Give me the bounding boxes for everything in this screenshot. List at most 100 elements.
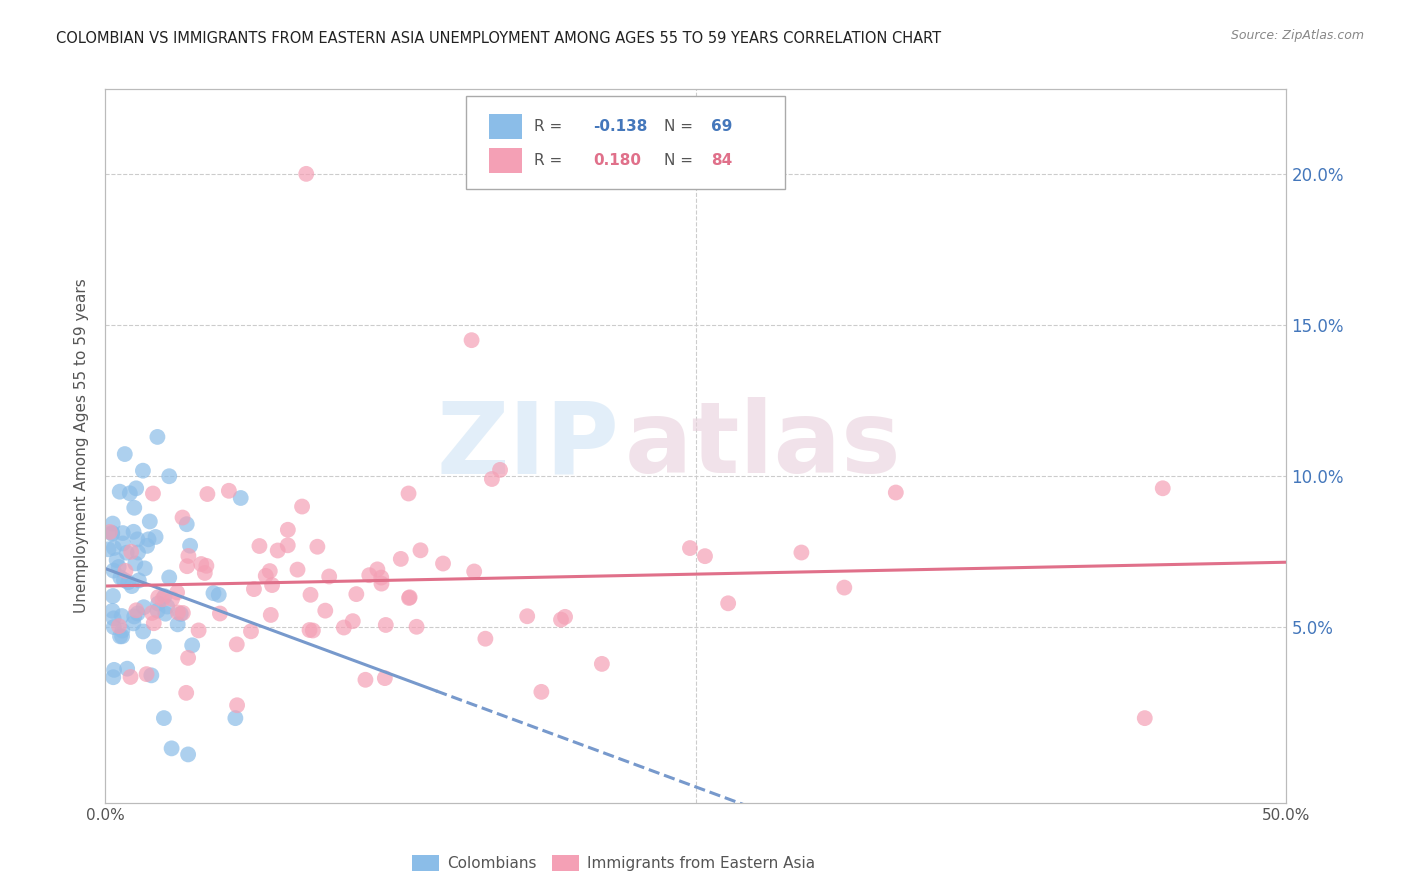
Point <box>344 587 367 601</box>
Point <box>146 430 169 444</box>
Point <box>134 561 156 575</box>
Point <box>117 575 139 590</box>
Point <box>229 491 252 505</box>
Point <box>260 607 283 622</box>
Point <box>174 686 197 700</box>
Point <box>107 560 129 574</box>
Point <box>111 536 134 550</box>
Point <box>224 711 246 725</box>
Point <box>190 557 212 571</box>
Point <box>148 590 170 604</box>
Point <box>142 486 165 500</box>
Point <box>208 607 231 621</box>
Point <box>176 559 198 574</box>
Point <box>114 564 136 578</box>
Point <box>115 546 138 560</box>
Point <box>122 524 145 539</box>
Point <box>463 565 485 579</box>
Point <box>262 578 284 592</box>
Point <box>370 570 392 584</box>
Point <box>121 579 143 593</box>
Point <box>405 620 427 634</box>
Point <box>127 545 149 559</box>
Point <box>125 603 148 617</box>
FancyBboxPatch shape <box>489 114 523 139</box>
Point <box>884 485 907 500</box>
Point <box>295 167 318 181</box>
Legend: Colombians, Immigrants from Eastern Asia: Colombians, Immigrants from Eastern Asia <box>405 849 821 877</box>
Point <box>481 472 503 486</box>
Point <box>146 597 169 611</box>
Point <box>342 614 364 628</box>
Point <box>287 563 309 577</box>
Text: R =: R = <box>534 153 562 168</box>
Point <box>170 607 193 621</box>
Point <box>1152 481 1174 495</box>
Point <box>111 624 134 638</box>
Point <box>101 516 124 531</box>
Point <box>157 570 180 584</box>
Point <box>254 569 277 583</box>
Text: atlas: atlas <box>626 398 901 494</box>
Point <box>240 624 263 639</box>
Point <box>172 510 194 524</box>
Point <box>179 539 201 553</box>
Point <box>124 557 146 571</box>
Point <box>101 589 124 603</box>
Point <box>141 606 163 620</box>
FancyBboxPatch shape <box>465 96 785 189</box>
Point <box>299 588 322 602</box>
Point <box>125 481 148 495</box>
Point <box>108 629 131 643</box>
Point <box>225 637 247 651</box>
Point <box>398 486 420 500</box>
Point <box>157 469 180 483</box>
Text: 0.180: 0.180 <box>593 153 641 168</box>
Point <box>398 591 420 605</box>
Point <box>398 591 420 605</box>
Point <box>218 483 240 498</box>
Point <box>111 526 134 541</box>
Text: Source: ZipAtlas.com: Source: ZipAtlas.com <box>1230 29 1364 42</box>
Point <box>138 533 160 547</box>
Point <box>177 549 200 563</box>
Point <box>101 525 124 540</box>
Point <box>359 568 381 582</box>
Point <box>554 610 576 624</box>
Point <box>139 515 162 529</box>
Point <box>152 592 174 607</box>
Point <box>314 604 336 618</box>
Point <box>103 611 125 625</box>
Point <box>142 616 165 631</box>
Point <box>105 553 128 567</box>
Point <box>141 668 163 682</box>
Point <box>307 540 329 554</box>
Point <box>181 638 204 652</box>
Point <box>1133 711 1156 725</box>
Point <box>302 624 325 638</box>
Point <box>516 609 538 624</box>
Point <box>156 599 179 614</box>
Point <box>194 566 217 580</box>
Point <box>187 624 209 638</box>
Point <box>120 545 142 559</box>
Point <box>98 524 121 539</box>
Point <box>132 600 155 615</box>
Point <box>277 523 299 537</box>
Point <box>474 632 496 646</box>
Text: R =: R = <box>534 119 562 134</box>
Point <box>460 333 482 347</box>
Point <box>145 530 167 544</box>
Point <box>103 620 125 634</box>
Point <box>226 698 249 713</box>
Point <box>111 629 134 643</box>
Point <box>155 607 177 621</box>
Point <box>166 617 188 632</box>
Point <box>717 596 740 610</box>
Point <box>135 667 157 681</box>
Point <box>101 527 124 541</box>
Text: N =: N = <box>664 153 693 168</box>
Point <box>530 685 553 699</box>
Point <box>101 604 124 618</box>
Point <box>202 586 225 600</box>
